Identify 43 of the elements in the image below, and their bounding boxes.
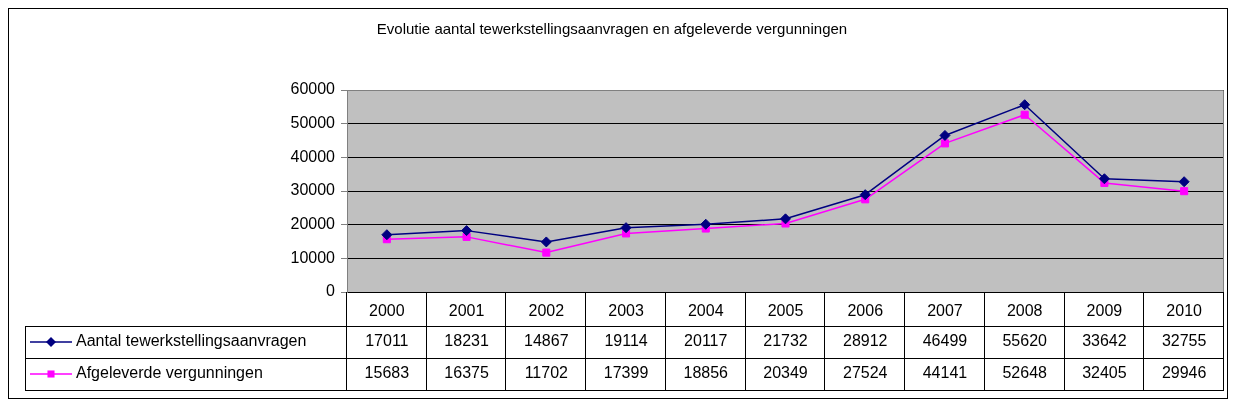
data-label: 14867 bbox=[524, 332, 569, 350]
x-tick-label: 2001 bbox=[448, 302, 485, 320]
data-label: 18231 bbox=[444, 332, 489, 350]
x-tick-label: 2000 bbox=[369, 302, 405, 320]
data-label: 16375 bbox=[444, 364, 489, 382]
chart-title: Evolutie aantal tewerkstellingsaanvragen en afgeleverde vergunningen bbox=[376, 20, 848, 38]
y-tick-label: 10000 bbox=[290, 248, 336, 266]
legend-label: Aantal tewerkstellingsaanvragen bbox=[76, 332, 307, 350]
data-label: 32405 bbox=[1082, 364, 1127, 382]
y-tick-label: 0 bbox=[326, 282, 336, 300]
x-tick-label: 2003 bbox=[608, 302, 644, 320]
data-label: 20349 bbox=[763, 364, 808, 382]
y-tick-label: 40000 bbox=[290, 147, 336, 165]
data-label: 18856 bbox=[683, 364, 729, 382]
data-label: 46499 bbox=[922, 332, 968, 350]
data-label: 11702 bbox=[524, 364, 569, 382]
x-tick-label: 2006 bbox=[847, 302, 884, 320]
data-label: 17011 bbox=[365, 332, 409, 350]
data-label: 52648 bbox=[1002, 364, 1048, 382]
x-tick-label: 2009 bbox=[1086, 302, 1123, 320]
y-tick-label: 60000 bbox=[290, 80, 336, 98]
data-label: 33642 bbox=[1082, 332, 1127, 350]
data-label: 21732 bbox=[763, 332, 808, 350]
y-tick-label: 50000 bbox=[290, 114, 336, 132]
data-label: 17399 bbox=[603, 364, 649, 382]
data-label: 27524 bbox=[842, 364, 888, 382]
x-tick-label: 2004 bbox=[687, 302, 724, 320]
legend-label: Afgeleverde vergunningen bbox=[76, 364, 263, 382]
data-label: 29946 bbox=[1161, 364, 1207, 382]
x-tick-label: 2005 bbox=[767, 302, 804, 320]
data-label: 28912 bbox=[842, 332, 888, 350]
data-label: 15683 bbox=[364, 364, 410, 382]
y-tick-label: 30000 bbox=[290, 181, 336, 199]
data-label: 44141 bbox=[922, 364, 968, 382]
data-label: 19114 bbox=[604, 332, 648, 350]
x-tick-label: 2008 bbox=[1006, 302, 1043, 320]
data-label: 32755 bbox=[1161, 332, 1207, 350]
data-label: 55620 bbox=[1002, 332, 1048, 350]
data-label: 20117 bbox=[684, 332, 728, 350]
x-tick-label: 2007 bbox=[927, 302, 963, 320]
x-tick-label: 2002 bbox=[528, 302, 565, 320]
x-tick-label: 2010 bbox=[1166, 302, 1203, 320]
y-tick-label: 20000 bbox=[290, 215, 336, 233]
